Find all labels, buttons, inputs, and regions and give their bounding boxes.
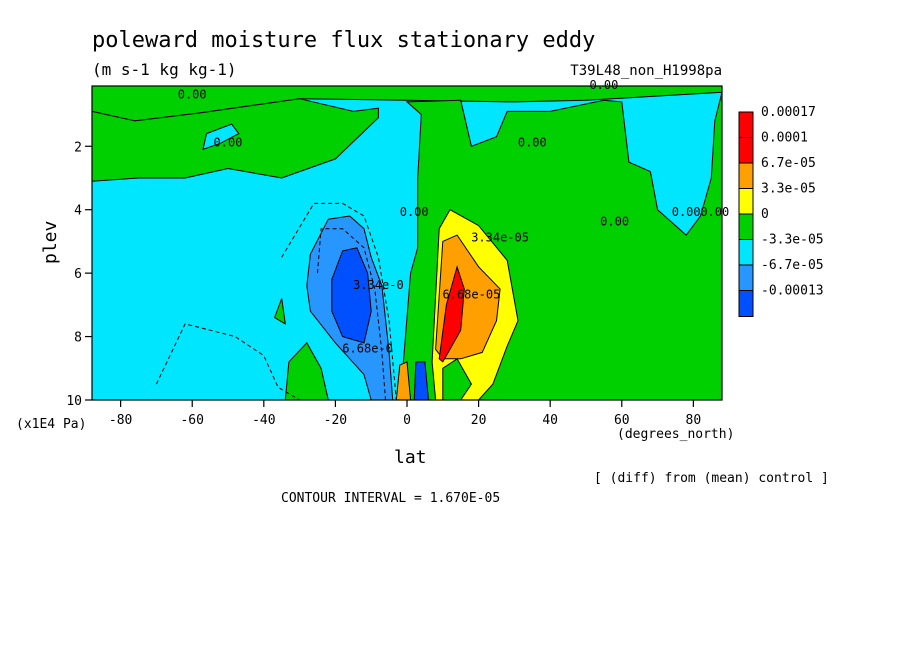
x-axis-label: lat	[394, 447, 427, 468]
contour-region-red-nh	[438, 265, 465, 363]
x-axis-units: (degrees_north)	[617, 427, 734, 442]
contour-label: 0.00	[518, 135, 547, 149]
legend-swatch	[738, 264, 754, 292]
x-tick-label: 0	[403, 413, 411, 428]
x-tick-label: -20	[324, 413, 347, 428]
contour-interval: CONTOUR INTERVAL = 1.670E-05	[281, 491, 500, 506]
y-tick-label: 6	[74, 267, 82, 282]
legend-label: 0.00017	[761, 105, 816, 120]
contour-region-green-nh-patch	[442, 358, 472, 401]
negative-contour-0	[281, 202, 397, 401]
y-tick-label: 4	[74, 204, 82, 219]
x-tick-label: 20	[471, 413, 487, 428]
contour-label: 0.00	[672, 205, 701, 219]
legend-label: 6.7e-05	[761, 156, 816, 171]
legend: 0.00017 0.0001 6.7e-05 3.3e-05 0 -3.3e-05 -6.7…	[738, 105, 824, 317]
chart-title: poleward moisture flux stationary eddy	[92, 28, 595, 53]
x-tick-label: 40	[542, 413, 558, 428]
y-axis: 2 4 6 8 10	[66, 140, 92, 409]
y-tick-label: 10	[66, 394, 82, 409]
contour-region-top-blue-holes	[202, 123, 240, 151]
x-tick-label: -80	[109, 413, 132, 428]
negative-contour-1	[155, 323, 300, 401]
x-tick-label: -60	[180, 413, 203, 428]
contour-label: 0.00	[589, 78, 618, 92]
legend-swatch	[738, 111, 754, 139]
negative-contour-2	[317, 228, 386, 401]
contour-region-green-left-sh	[91, 98, 379, 182]
y-axis-units: (x1E4 Pa)	[16, 417, 86, 432]
plot-area: 0.000.000.00 0.000.000.000.00 0.003.34e-05…	[91, 78, 729, 401]
legend-swatch	[738, 239, 754, 266]
legend-label: 0.0001	[761, 131, 808, 146]
legend-label: 3.3e-05	[761, 182, 816, 197]
contour-region-green-small	[273, 298, 286, 325]
contour-label: 3.34e-05	[471, 230, 529, 244]
legend-swatch	[738, 290, 754, 317]
contour-label: 0.00	[214, 135, 243, 149]
x-axis: -80 -60 -40 -20 0 20 40 60 80	[109, 400, 701, 428]
y-axis-label: plev	[40, 221, 61, 264]
contour-label: 6.68e-0	[342, 341, 393, 355]
legend-swatch	[738, 188, 754, 215]
legend-label: -3.3e-05	[761, 233, 824, 248]
legend-swatch	[738, 213, 754, 241]
x-tick-label: -40	[252, 413, 275, 428]
x-tick-label: 60	[614, 413, 630, 428]
contour-label: 0.00	[600, 215, 629, 229]
legend-label: 0	[761, 207, 769, 222]
contour-label: 0.00	[178, 88, 207, 102]
contour-fills	[91, 85, 723, 401]
chart-subtitle: (m s-1 kg kg-1)	[92, 60, 237, 79]
x-tick-label: 80	[686, 413, 702, 428]
diff-note: [ (diff) from (mean) control ]	[594, 471, 829, 486]
contour-region-green-mid-strip	[284, 342, 329, 401]
y-tick-label: 8	[74, 331, 82, 346]
legend-label: -0.00013	[761, 284, 824, 299]
contour-label: 0.00	[400, 205, 429, 219]
run-label: T39L48_non_H1998pa	[570, 63, 722, 79]
legend-swatch	[738, 137, 754, 164]
contour-label: 3.34e-0	[353, 278, 404, 292]
contour-region-deep-blue-sh	[331, 247, 372, 344]
contour-label: 0.00	[700, 205, 729, 219]
legend-swatch	[738, 162, 754, 190]
contour-label: 6.68e-05	[443, 288, 501, 302]
y-tick-label: 2	[74, 140, 82, 155]
legend-label: -6.7e-05	[761, 258, 824, 273]
